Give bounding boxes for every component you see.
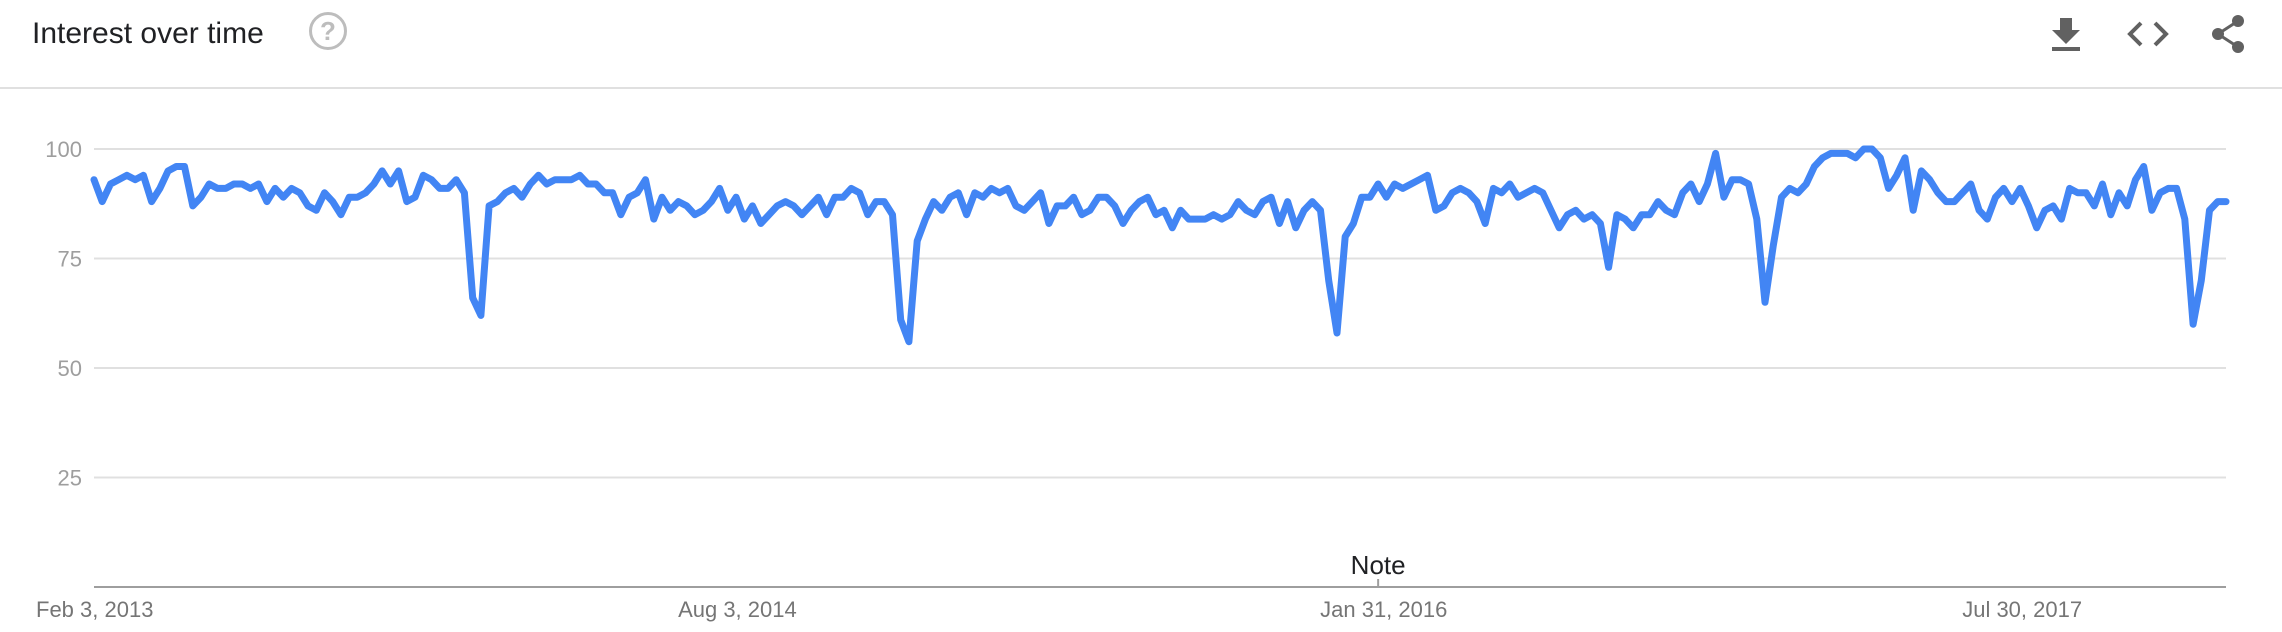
chart-plot: 25 50 75 100 Feb 3, 2013 Aug 3, 2014 Jan 31, 2…	[36, 137, 2230, 622]
chart-title: Interest over time	[32, 17, 264, 50]
y-tick-label: 25	[58, 466, 82, 491]
help-circle-icon[interactable]: ?	[309, 12, 347, 50]
x-tick-label: Jul 30, 2017	[1962, 597, 2082, 622]
embed-code-icon[interactable]	[2126, 14, 2170, 54]
share-icon[interactable]	[2206, 14, 2250, 54]
x-tick-label: Feb 3, 2013	[36, 597, 153, 622]
download-icon[interactable]	[2044, 14, 2088, 54]
series-line	[90, 145, 2230, 346]
interest-over-time-chart: 25 50 75 100 Feb 3, 2013 Aug 3, 2014 Jan 31, 2…	[0, 89, 2282, 632]
annotation-note-label: Note	[1351, 550, 1406, 580]
y-tick-label: 100	[45, 137, 82, 162]
chart-header: Interest over time ?	[0, 0, 2282, 89]
y-tick-label: 50	[58, 356, 82, 381]
x-tick-label: Aug 3, 2014	[678, 597, 797, 622]
x-tick-label: Jan 31, 2016	[1320, 597, 1447, 622]
y-tick-label: 75	[58, 247, 82, 272]
